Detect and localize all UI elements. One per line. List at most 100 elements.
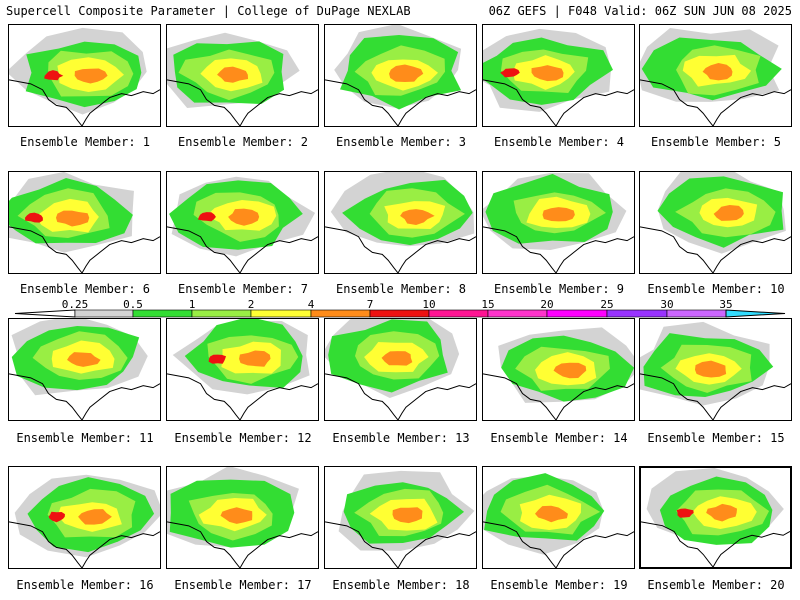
ensemble-panel-10[interactable] bbox=[639, 171, 792, 274]
scp-map bbox=[483, 473, 634, 568]
ensemble-member-label: Ensemble Member: 15 bbox=[647, 431, 785, 445]
scp-contour-level-5 bbox=[400, 209, 435, 225]
ensemble-panel-7[interactable] bbox=[166, 171, 319, 274]
ensemble-panel-3[interactable] bbox=[324, 24, 477, 127]
scp-map bbox=[325, 25, 476, 126]
ensemble-panel-17[interactable] bbox=[166, 466, 319, 569]
legend-color-bin bbox=[191, 309, 252, 318]
scp-map bbox=[325, 319, 476, 420]
coastline-border bbox=[641, 521, 790, 567]
scp-contour-peak bbox=[500, 68, 520, 78]
ensemble-panel-4[interactable] bbox=[482, 24, 635, 127]
scp-map bbox=[167, 176, 318, 273]
scp-contour-peak bbox=[197, 212, 216, 222]
scp-contour-level-5 bbox=[694, 360, 727, 378]
scp-map bbox=[9, 27, 160, 126]
legend-tick-label: 35 bbox=[719, 298, 733, 311]
ensemble-panel-20[interactable] bbox=[639, 466, 792, 569]
scp-map bbox=[641, 468, 790, 567]
ensemble-panel-2[interactable] bbox=[166, 24, 319, 127]
coastline-border bbox=[325, 521, 476, 568]
scp-contour-level-5 bbox=[389, 64, 424, 82]
ensemble-panel-11[interactable] bbox=[8, 318, 161, 421]
ensemble-member-label: Ensemble Member: 16 bbox=[16, 578, 154, 592]
ensemble-member-label: Ensemble Member: 5 bbox=[650, 135, 782, 149]
scp-map bbox=[9, 474, 160, 568]
ensemble-panel-15[interactable] bbox=[639, 318, 792, 421]
coastline-border bbox=[167, 226, 318, 273]
ensemble-member-label: Ensemble Member: 10 bbox=[647, 282, 785, 296]
ensemble-member-label: Ensemble Member: 12 bbox=[174, 431, 312, 445]
legend-color-bin bbox=[250, 309, 312, 318]
scp-contour-level-5 bbox=[531, 65, 564, 82]
legend-color-bin bbox=[132, 309, 193, 318]
ensemble-member-label: Ensemble Member: 13 bbox=[332, 431, 470, 445]
scp-contour-level-5 bbox=[706, 503, 738, 522]
coastline-border bbox=[167, 373, 318, 420]
ensemble-member-label: Ensemble Member: 3 bbox=[335, 135, 467, 149]
legend-tick-label: 7 bbox=[366, 298, 374, 311]
ensemble-member-label: Ensemble Member: 19 bbox=[490, 578, 628, 592]
legend-tick-label: 1 bbox=[188, 298, 196, 311]
scp-contour-peak bbox=[24, 212, 43, 223]
ensemble-panel-16[interactable] bbox=[8, 466, 161, 569]
scp-map bbox=[483, 172, 634, 273]
ensemble-panel-6[interactable] bbox=[8, 171, 161, 274]
ensemble-panel-5[interactable] bbox=[639, 24, 792, 127]
scp-map bbox=[9, 319, 160, 420]
model-run-info: 06Z GEFS | F048 Valid: 06Z SUN JUN 08 20… bbox=[488, 4, 792, 18]
color-scale-legend bbox=[14, 309, 786, 318]
coastline-border bbox=[167, 521, 318, 568]
legend-tick-label: 10 bbox=[422, 298, 436, 311]
legend-color-bin bbox=[487, 309, 548, 318]
legend-color-bin bbox=[606, 309, 668, 318]
ensemble-member-label: Ensemble Member: 9 bbox=[493, 282, 625, 296]
ensemble-member-label: Ensemble Member: 2 bbox=[177, 135, 309, 149]
coastline-border bbox=[640, 226, 791, 273]
ensemble-panel-13[interactable] bbox=[324, 318, 477, 421]
scp-contour-level-5 bbox=[535, 505, 568, 523]
ensemble-member-label: Ensemble Member: 18 bbox=[332, 578, 470, 592]
ensemble-panel-8[interactable] bbox=[324, 171, 477, 274]
ensemble-member-label: Ensemble Member: 17 bbox=[174, 578, 312, 592]
legend-color-bin bbox=[428, 309, 489, 318]
scp-map bbox=[325, 470, 476, 568]
map-title: Supercell Composite Parameter | College … bbox=[6, 4, 411, 18]
scp-map bbox=[640, 321, 791, 420]
coastline-border bbox=[9, 226, 160, 273]
ensemble-panel-14[interactable] bbox=[482, 318, 635, 421]
legend-low-arrow bbox=[14, 309, 76, 318]
ensemble-member-label: Ensemble Member: 7 bbox=[177, 282, 309, 296]
ensemble-panel-19[interactable] bbox=[482, 466, 635, 569]
legend-color-bin bbox=[74, 309, 134, 318]
ensemble-member-label: Ensemble Member: 14 bbox=[490, 431, 628, 445]
legend-tick-label: 20 bbox=[540, 298, 554, 311]
ensemble-member-label: Ensemble Member: 8 bbox=[335, 282, 467, 296]
coastline-border bbox=[483, 226, 634, 273]
scp-map bbox=[640, 172, 791, 273]
coastline-border bbox=[640, 79, 791, 126]
coastline-border bbox=[167, 79, 318, 126]
scp-contour-peak bbox=[676, 508, 694, 518]
ensemble-panel-9[interactable] bbox=[482, 171, 635, 274]
legend-color-bin bbox=[310, 309, 371, 318]
scp-contour-peak bbox=[48, 511, 65, 523]
legend-tick-label: 15 bbox=[481, 298, 495, 311]
ensemble-member-label: Ensemble Member: 4 bbox=[493, 135, 625, 149]
coastline-border bbox=[9, 521, 160, 568]
ensemble-panel-12[interactable] bbox=[166, 318, 319, 421]
ensemble-panel-18[interactable] bbox=[324, 466, 477, 569]
legend-tick-label: 0.25 bbox=[61, 298, 89, 311]
scp-map bbox=[9, 172, 160, 273]
scp-contour-level-5 bbox=[381, 351, 413, 366]
scp-map bbox=[483, 327, 634, 420]
coastline-border bbox=[325, 373, 476, 420]
ensemble-panel-1[interactable] bbox=[8, 24, 161, 127]
scp-contour-level-5 bbox=[553, 362, 587, 379]
coastline-border bbox=[483, 373, 634, 420]
ensemble-member-label: Ensemble Member: 6 bbox=[19, 282, 151, 296]
coastline-border bbox=[325, 79, 476, 126]
scp-contour-level-5 bbox=[702, 63, 733, 81]
scp-map bbox=[325, 172, 476, 273]
scp-contour-peak bbox=[44, 70, 64, 81]
